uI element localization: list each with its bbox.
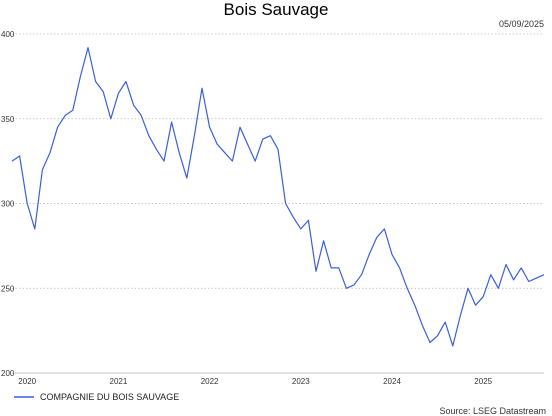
y-tick-label: 300 <box>1 200 15 209</box>
x-tick-label: 2022 <box>201 377 219 386</box>
series-group <box>11 46 545 347</box>
y-tick-label: 350 <box>1 115 15 124</box>
y-tick-label: 400 <box>1 30 15 39</box>
x-axis: 2020 2021 2022 2023 2024 2025 <box>12 372 544 386</box>
date-label: 05/09/2025 <box>499 19 544 29</box>
y-tick-label: 250 <box>1 284 15 293</box>
x-tick-label: 2020 <box>18 377 36 386</box>
source-label: Source: LSEG Datastream <box>439 406 546 416</box>
gridlines <box>12 33 544 374</box>
x-tick-label: 2021 <box>110 377 128 386</box>
x-tick-label: 2023 <box>292 377 310 386</box>
legend-label: COMPAGNIE DU BOIS SAUVAGE <box>40 392 179 402</box>
x-tick-label: 2025 <box>474 377 492 386</box>
y-axis: 200 250 300 350 400 <box>1 30 15 378</box>
series-line <box>11 46 545 347</box>
chart-title: Bois Sauvage <box>224 0 329 19</box>
x-tick-label: 2024 <box>383 377 401 386</box>
y-tick-label: 200 <box>1 369 15 378</box>
